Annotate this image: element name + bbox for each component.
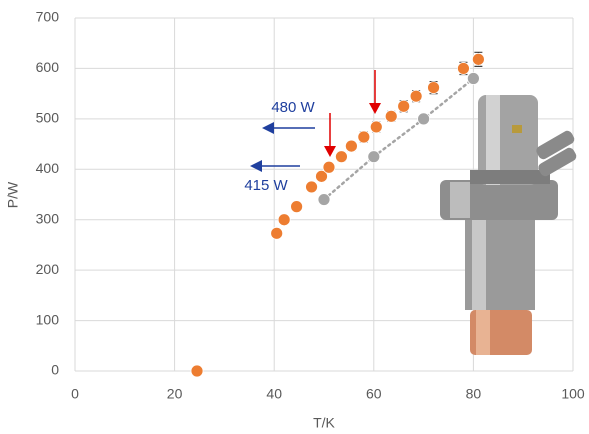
data-point — [291, 201, 303, 213]
x-tick-label: 0 — [71, 386, 79, 402]
x-tick-label: 100 — [561, 386, 585, 402]
y-axis-label: P/W — [5, 181, 21, 208]
y-tick-label: 0 — [51, 362, 59, 378]
data-point — [398, 100, 410, 112]
data-point — [191, 365, 203, 377]
x-tick-label: 60 — [366, 386, 382, 402]
y-tick-label: 200 — [36, 261, 60, 277]
data-point — [306, 181, 318, 193]
x-tick-label: 20 — [167, 386, 183, 402]
data-point — [318, 194, 330, 206]
y-tick-label: 500 — [36, 110, 60, 126]
x-tick-label: 80 — [466, 386, 482, 402]
y-tick-label: 100 — [36, 311, 60, 327]
annotation-arrows — [250, 70, 381, 172]
y-tick-label: 300 — [36, 210, 60, 226]
annotation: 415 W — [244, 177, 288, 194]
device-illustration — [440, 95, 578, 355]
data-point — [418, 113, 430, 125]
data-point — [271, 227, 283, 239]
annotation: 480 W — [271, 99, 315, 116]
data-point — [370, 121, 382, 133]
data-point — [385, 110, 397, 122]
data-point — [457, 62, 469, 74]
data-point — [368, 151, 380, 163]
data-point — [428, 82, 440, 94]
data-point — [335, 151, 347, 163]
data-point — [410, 90, 422, 102]
chart: T/K P/W 0 100 200 300 400 500 600 700 0 20 40 60 80 1… — [0, 0, 589, 434]
y-tick-label: 700 — [36, 9, 60, 25]
data-point — [358, 131, 370, 143]
x-tick-label: 40 — [266, 386, 282, 402]
data-point — [472, 53, 484, 65]
data-point — [278, 214, 290, 226]
y-tick-label: 600 — [36, 59, 60, 75]
data-point — [467, 73, 479, 85]
x-axis-label: T/K — [313, 415, 335, 431]
y-tick-label: 400 — [36, 160, 60, 176]
data-point — [345, 140, 357, 152]
data-point — [323, 161, 335, 173]
